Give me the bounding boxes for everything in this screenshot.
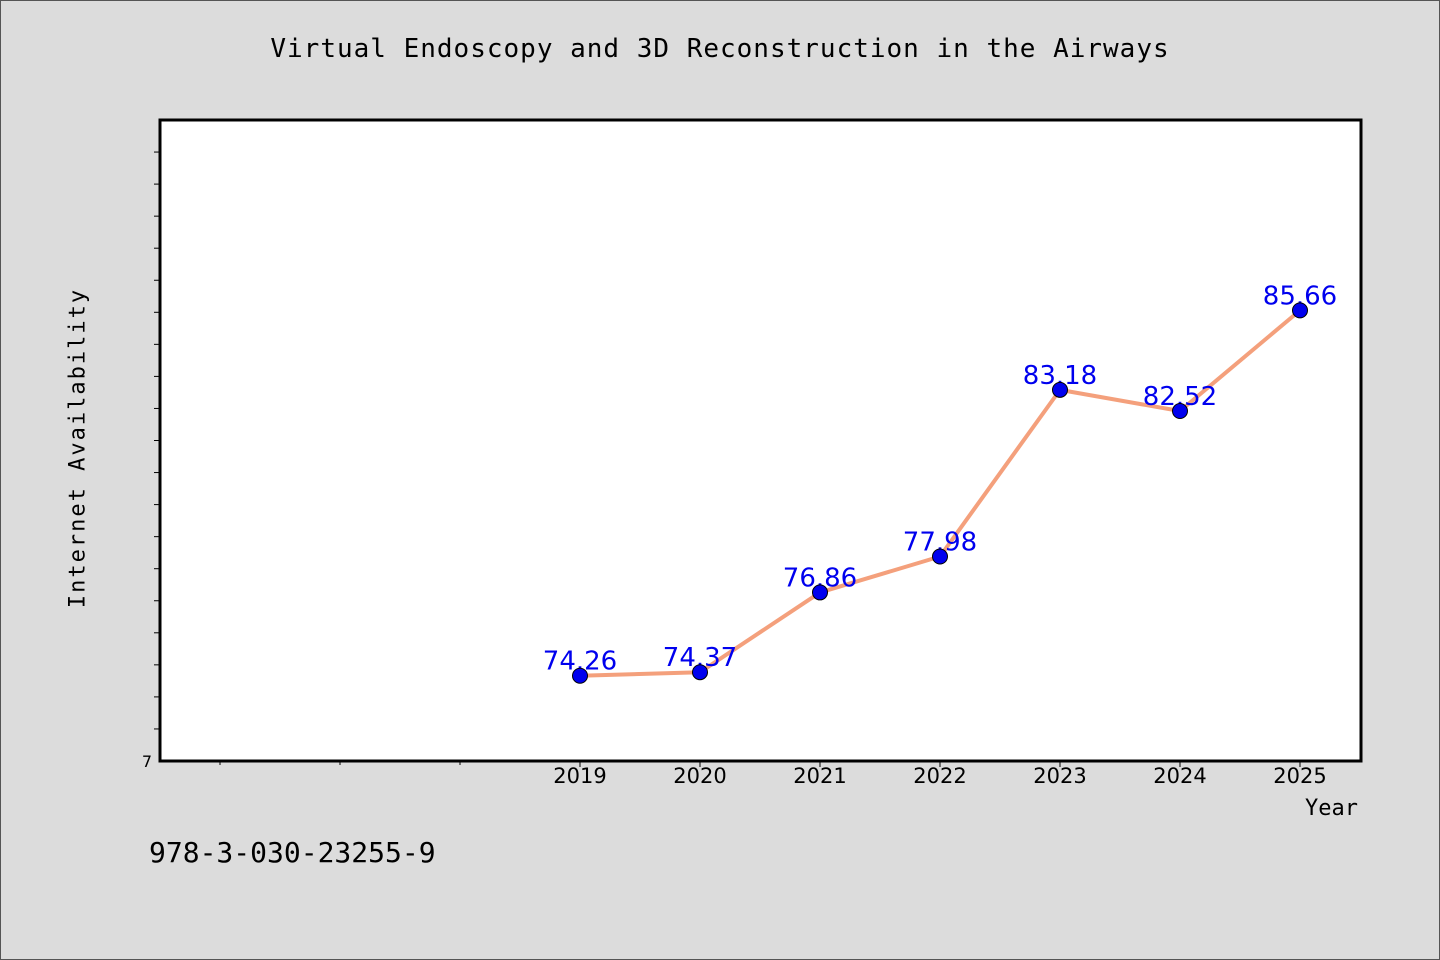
data-point xyxy=(1292,302,1308,319)
plot-area xyxy=(158,118,1363,763)
data-point xyxy=(932,548,948,565)
data-point xyxy=(692,664,708,681)
data-point xyxy=(1172,403,1188,420)
isbn-text: 978-3-030-23255-9 xyxy=(149,836,436,869)
x-tick-label: 2025 xyxy=(1273,764,1326,788)
x-tick-label: 2019 xyxy=(553,764,606,788)
y-tick-label: 7 xyxy=(142,752,152,771)
data-point xyxy=(572,667,588,684)
x-axis-label: Year xyxy=(1305,796,1358,821)
data-point xyxy=(812,584,828,601)
x-tick-label: 2020 xyxy=(673,764,726,788)
chart-title: Virtual Endoscopy and 3D Reconstruction … xyxy=(270,34,1170,64)
axis-ticks: 7 2019 2020 2021 2022 2023 2024 2025 xyxy=(142,151,1327,788)
x-tick-label: 2024 xyxy=(1153,764,1206,788)
x-tick-label: 2023 xyxy=(1033,764,1086,788)
x-tick-label: 2021 xyxy=(793,764,846,788)
data-point xyxy=(1052,381,1068,398)
x-tick-label: 2022 xyxy=(913,764,966,788)
